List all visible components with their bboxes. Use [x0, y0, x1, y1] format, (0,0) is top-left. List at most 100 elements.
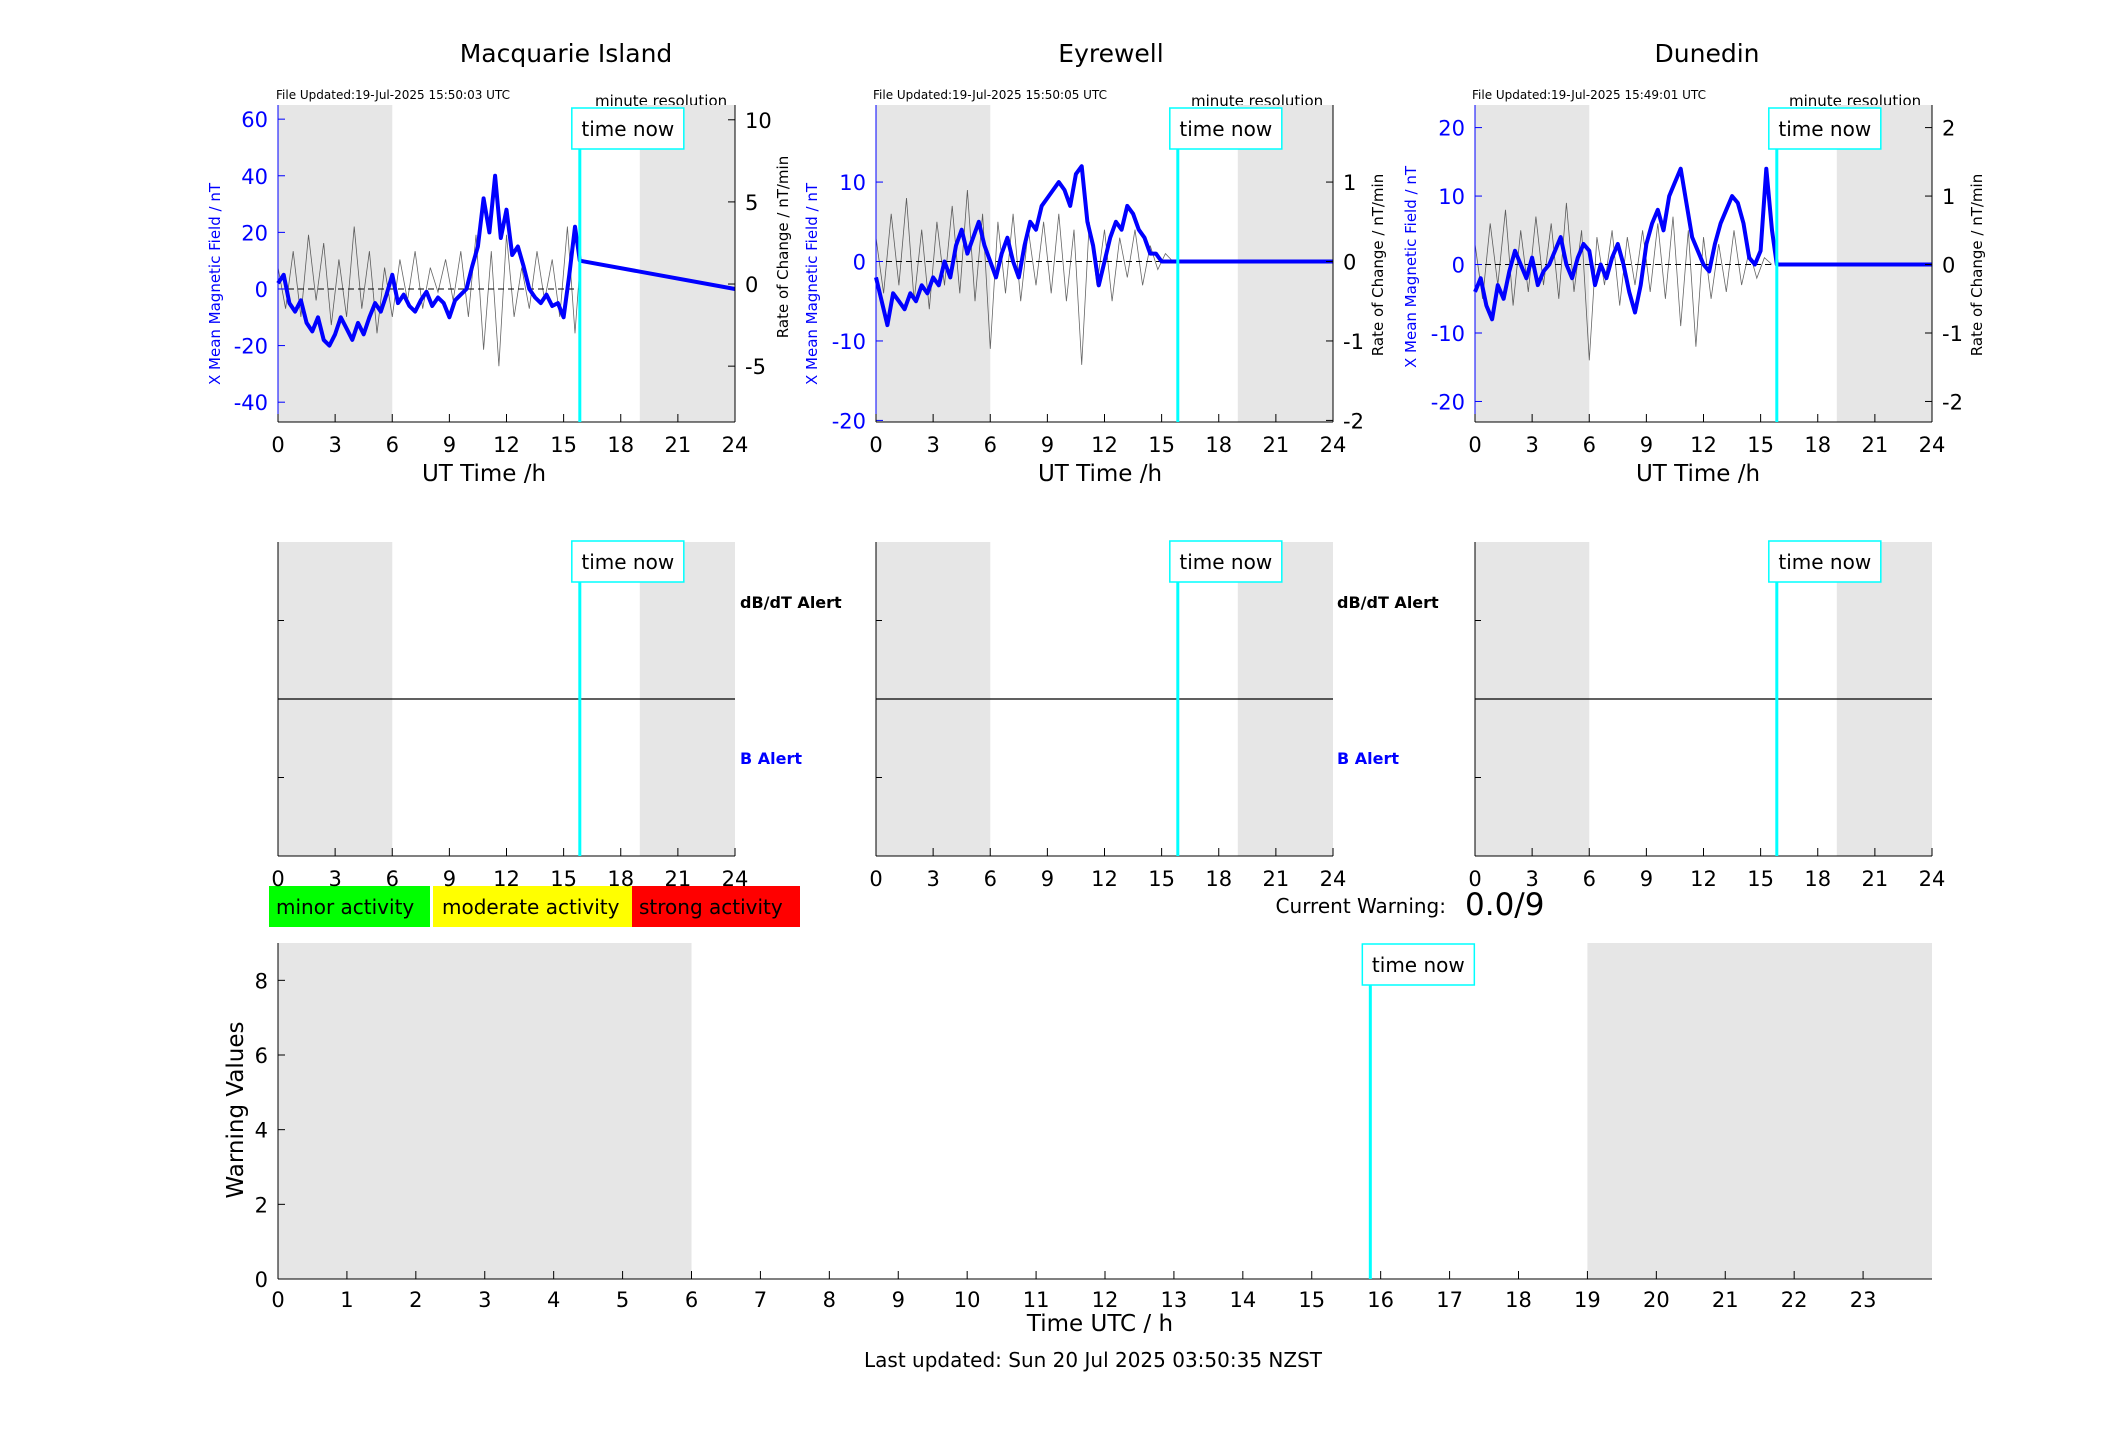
- y-right-tick-label-2-4: 2: [1942, 117, 1955, 141]
- x-tick-label-1-1: 3: [926, 433, 939, 457]
- warning-y-tick-label-1: 2: [255, 1193, 268, 1217]
- x-tick-label-6-9: 9: [892, 1288, 905, 1312]
- x-tick-label-3-7: 21: [665, 867, 692, 891]
- x-tick-label-1-3: 9: [1041, 433, 1054, 457]
- ylabel-left-macquarie: X Mean Magnetic Field / nT: [206, 182, 224, 385]
- x-tick-label-1-8: 24: [1320, 433, 1347, 457]
- y-right-tick-label-1-0: -2: [1343, 409, 1364, 433]
- time-now-label-1: time now: [1179, 117, 1272, 141]
- x-tick-label-1-7: 21: [1263, 433, 1290, 457]
- time-now-label-2: time now: [1778, 117, 1871, 141]
- x-tick-label-2-3: 9: [1640, 433, 1653, 457]
- x-tick-label-6-3: 3: [478, 1288, 491, 1312]
- y-right-tick-label-0-1: 0: [745, 273, 758, 297]
- x-tick-label-0-8: 24: [722, 433, 749, 457]
- time-now-label-5: time now: [1778, 550, 1871, 574]
- x-tick-label-6-14: 14: [1229, 1288, 1256, 1312]
- x-tick-label-3-5: 15: [550, 867, 577, 891]
- x-tick-label-3-8: 24: [722, 867, 749, 891]
- y-left-tick-label-0-3: 20: [241, 221, 268, 245]
- file-updated-dunedin: File Updated:19-Jul-2025 15:49:01 UTC: [1472, 88, 1706, 102]
- x-tick-label-5-0: 0: [1468, 867, 1481, 891]
- x-tick-label-1-5: 15: [1148, 433, 1175, 457]
- ylabel-right-eyrewell: Rate of Change / nT/min: [1369, 174, 1387, 356]
- field-series-1: [874, 164, 1333, 328]
- x-tick-label-4-6: 18: [1205, 867, 1232, 891]
- x-tick-label-2-2: 6: [1583, 433, 1596, 457]
- x-tick-label-2-6: 18: [1804, 433, 1831, 457]
- x-tick-label-6-21: 21: [1712, 1288, 1739, 1312]
- x-tick-label-2-7: 21: [1862, 433, 1889, 457]
- x-tick-label-2-8: 24: [1919, 433, 1946, 457]
- x-tick-label-3-0: 0: [271, 867, 284, 891]
- time-now-box-4: [1169, 540, 1283, 583]
- x-tick-label-6-2: 2: [409, 1288, 422, 1312]
- y-right-tick-label-2-1: -1: [1942, 322, 1963, 346]
- x-tick-label-4-1: 3: [926, 867, 939, 891]
- current-warning-label: Current Warning:: [1276, 894, 1446, 918]
- x-tick-label-6-11: 11: [1023, 1288, 1050, 1312]
- x-tick-label-2-5: 15: [1747, 433, 1774, 457]
- legend-moderate-swatch: [433, 886, 632, 927]
- field-series-2: [1473, 166, 1932, 322]
- warning-y-tick-label-0: 0: [255, 1268, 268, 1292]
- legend-strong-swatch: [632, 886, 800, 927]
- field-series-0: [276, 173, 736, 348]
- x-tick-label-4-0: 0: [869, 867, 882, 891]
- x-tick-label-3-1: 3: [328, 867, 341, 891]
- night-shade-6-1: [1587, 943, 1932, 1279]
- x-tick-label-0-3: 9: [443, 433, 456, 457]
- footer-last-updated: Last updated: Sun 20 Jul 2025 03:50:35 N…: [864, 1348, 1323, 1372]
- panel-title-eyrewell: Eyrewell: [1058, 39, 1163, 68]
- xlabel-macquarie: UT Time /h: [422, 461, 546, 487]
- current-warning-value: 0.0/9: [1465, 887, 1544, 923]
- x-tick-label-4-7: 21: [1263, 867, 1290, 891]
- x-tick-label-0-5: 15: [550, 433, 577, 457]
- x-tick-label-5-7: 21: [1862, 867, 1889, 891]
- y-right-tick-label-2-2: 0: [1942, 254, 1955, 278]
- time-now-label-3: time now: [581, 550, 674, 574]
- x-tick-label-5-3: 9: [1640, 867, 1653, 891]
- panel-title-macquarie: Macquarie Island: [460, 39, 673, 68]
- y-right-tick-label-0-0: -5: [745, 355, 766, 379]
- x-tick-label-6-0: 0: [271, 1288, 284, 1312]
- y-left-tick-label-0-5: 60: [241, 108, 268, 132]
- x-tick-label-6-15: 15: [1298, 1288, 1325, 1312]
- x-tick-label-6-19: 19: [1574, 1288, 1601, 1312]
- xlabel-dunedin: UT Time /h: [1636, 461, 1760, 487]
- dbdt-alert-label-1: dB/dT Alert: [740, 593, 842, 612]
- panel-title-dunedin: Dunedin: [1655, 39, 1760, 68]
- night-shade-0-1: [639, 105, 735, 422]
- x-tick-label-6-4: 4: [547, 1288, 560, 1312]
- x-tick-label-6-18: 18: [1505, 1288, 1532, 1312]
- x-tick-label-5-1: 3: [1525, 867, 1538, 891]
- x-tick-label-6-23: 23: [1850, 1288, 1877, 1312]
- time-now-box-1: [1169, 107, 1283, 150]
- time-now-label-6: time now: [1372, 953, 1465, 977]
- x-tick-label-0-7: 21: [665, 433, 692, 457]
- time-now-label-4: time now: [1179, 550, 1272, 574]
- time-now-box-6: [1361, 943, 1476, 986]
- x-tick-label-0-6: 18: [607, 433, 634, 457]
- night-shade-0-0: [278, 105, 393, 422]
- y-left-tick-label-1-1: -10: [832, 330, 866, 354]
- y-left-tick-label-0-0: -40: [234, 391, 268, 415]
- x-tick-label-2-1: 3: [1525, 433, 1538, 457]
- time-now-box-3: [571, 540, 685, 583]
- night-shade-6-0: [278, 943, 692, 1279]
- x-tick-label-3-4: 12: [493, 867, 520, 891]
- ylabel-right-macquarie: Rate of Change / nT/min: [774, 156, 792, 338]
- xlabel-eyrewell: UT Time /h: [1038, 461, 1162, 487]
- y-left-tick-label-1-3: 10: [839, 171, 866, 195]
- x-tick-label-1-4: 12: [1091, 433, 1118, 457]
- y-right-tick-label-2-3: 1: [1942, 185, 1955, 209]
- warning-xlabel: Time UTC / h: [1026, 1311, 1173, 1337]
- x-tick-label-1-0: 0: [869, 433, 882, 457]
- x-tick-label-5-8: 24: [1919, 867, 1946, 891]
- warning-y-tick-label-3: 6: [255, 1044, 268, 1068]
- x-tick-label-0-1: 3: [328, 433, 341, 457]
- y-right-tick-label-0-2: 5: [745, 191, 758, 215]
- x-tick-label-4-2: 6: [984, 867, 997, 891]
- x-tick-label-4-3: 9: [1041, 867, 1054, 891]
